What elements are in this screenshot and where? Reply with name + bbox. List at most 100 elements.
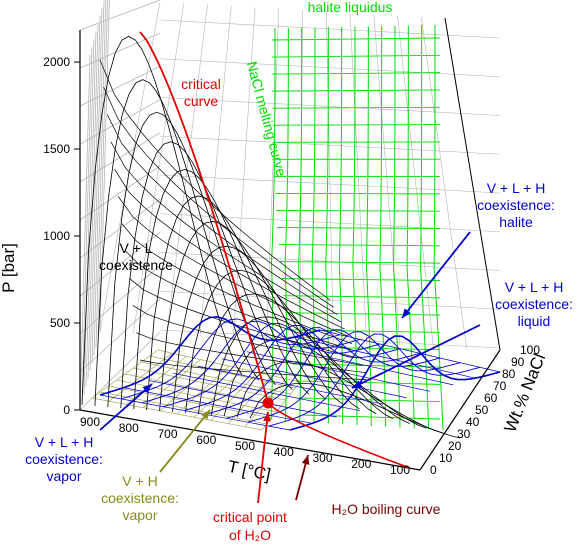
halite-liquidus-surface: [270, 24, 444, 431]
arrow-vh-vapor: [159, 409, 211, 473]
grid-line: [95, 0, 107, 348]
grid-line: [79, 0, 161, 31]
halite-isobar: [271, 37, 441, 41]
floor-line: [124, 373, 282, 407]
halite-isobar: [278, 244, 441, 247]
vl-isotherm: [172, 245, 360, 413]
vh-vapor-label-2: coexistence:: [101, 490, 179, 506]
vlh-liquid-label-2: coexistence:: [495, 296, 573, 312]
grid-line: [83, 39, 95, 395]
vl-isobar: [117, 196, 349, 337]
grid-line: [79, 54, 91, 411]
nacl-axis-title: Wt.% NaCl: [501, 351, 550, 435]
grid-line: [233, 7, 256, 339]
t-tick-label: 500: [235, 439, 255, 453]
axes-frame: [79, 17, 501, 471]
halite-isopleth: [352, 26, 358, 426]
critical-point-label-1: critical point: [213, 509, 287, 525]
vl-isobar: [103, 87, 334, 308]
grid-line: [159, 135, 501, 155]
arrow-vlh-vapor-head: [142, 384, 152, 394]
halite-isopleth: [420, 25, 430, 430]
vlh-isotherm: [247, 331, 461, 423]
p-tick-label: 0: [63, 403, 70, 417]
vl-isotherm: [94, 79, 260, 407]
critical-point-marker: [262, 397, 274, 409]
floor-line: [157, 349, 301, 383]
vlh-edge: [289, 335, 501, 431]
annotation-arrows: [99, 231, 481, 504]
vlh-isobar: [148, 380, 337, 418]
critical-point-label-2: of H₂O: [229, 527, 271, 543]
vlh-edge: [99, 316, 321, 396]
halite-isobar: [272, 106, 441, 109]
grid-line: [89, 15, 101, 372]
halite-isobar: [287, 329, 441, 333]
halite-isopleth: [433, 24, 444, 431]
vl-isotherm: [197, 293, 394, 419]
vl-isobar: [125, 250, 356, 352]
x-tick-label: 30: [457, 427, 471, 441]
vl-isotherm: [81, 35, 243, 406]
arrow-vlh-halite-head: [402, 308, 411, 318]
halite-liquidus-label: halite liquidus: [308, 0, 393, 15]
halite-isopleth: [298, 27, 303, 422]
halite-isobar: [277, 227, 441, 229]
arrow-critical-point: [257, 411, 269, 504]
halite-isopleth: [270, 27, 276, 421]
grid-line: [159, 252, 501, 271]
vlh-isobar: [222, 358, 407, 399]
boiling-curve-label: H₂O boiling curve: [332, 501, 441, 517]
phase-curves: [139, 31, 411, 469]
vlh-coexistence-surface: [99, 316, 501, 431]
vl-coexistence-label-2: coexistence: [99, 257, 173, 273]
vl-isotherm: [210, 316, 410, 424]
halite-isobar: [276, 210, 441, 212]
halite-isopleth: [379, 25, 387, 427]
arrow-vlh-vapor: [99, 383, 153, 431]
t-tick-label: 200: [351, 457, 371, 471]
grid-line: [159, 19, 501, 39]
vl-isobar: [136, 332, 367, 374]
grid-line: [79, 232, 161, 297]
critical-curve: [139, 31, 269, 404]
vlh-isobar: [246, 351, 431, 392]
vlh-isobar: [173, 372, 361, 412]
arrow-vh-vapor-head: [201, 410, 210, 420]
halite-isobar: [281, 278, 441, 281]
pressure-axis-title: P [bar]: [0, 243, 18, 293]
x-tick-label: 90: [511, 355, 525, 369]
p-axis-back: [444, 17, 501, 351]
vlh-halite-label-2: coexistence:: [477, 197, 555, 213]
x-tick-label: 20: [448, 439, 462, 453]
arrow-vlh-liquid-head: [352, 380, 362, 388]
grid-line: [79, 298, 161, 373]
grid-line: [159, 329, 501, 349]
vlh-isotherm: [120, 318, 341, 400]
halite-isopleth: [365, 26, 372, 426]
vh-vapor-label-3: vapor: [122, 507, 157, 523]
arrow-boiling-curve-head: [301, 455, 310, 465]
vl-isotherm: [249, 382, 461, 439]
grid-line: [159, 290, 501, 310]
vl-isobar: [99, 59, 331, 301]
grid-line: [420, 16, 467, 349]
grid-line: [79, 165, 161, 221]
t-tick-label: 600: [196, 433, 216, 447]
x-tick-label: 60: [484, 391, 498, 405]
vlh-isobar: [197, 365, 384, 405]
x-tick-label: 80: [502, 367, 516, 381]
t-tick-label: 300: [312, 451, 332, 465]
temperature-axis-title: T [°C]: [226, 457, 272, 485]
vlh-vapor-label-1: V + L + H: [35, 434, 94, 450]
halite-isobar: [283, 295, 441, 299]
vh-vapor-label-1: V + H: [122, 473, 157, 489]
x-tick-label: 100: [520, 343, 540, 357]
vlh-vapor-label-2: coexistence:: [25, 451, 103, 467]
halite-isopleth: [311, 27, 316, 423]
x-tick-label: 40: [466, 415, 480, 429]
grid-line: [79, 265, 161, 335]
vl-isotherm: [133, 169, 310, 410]
